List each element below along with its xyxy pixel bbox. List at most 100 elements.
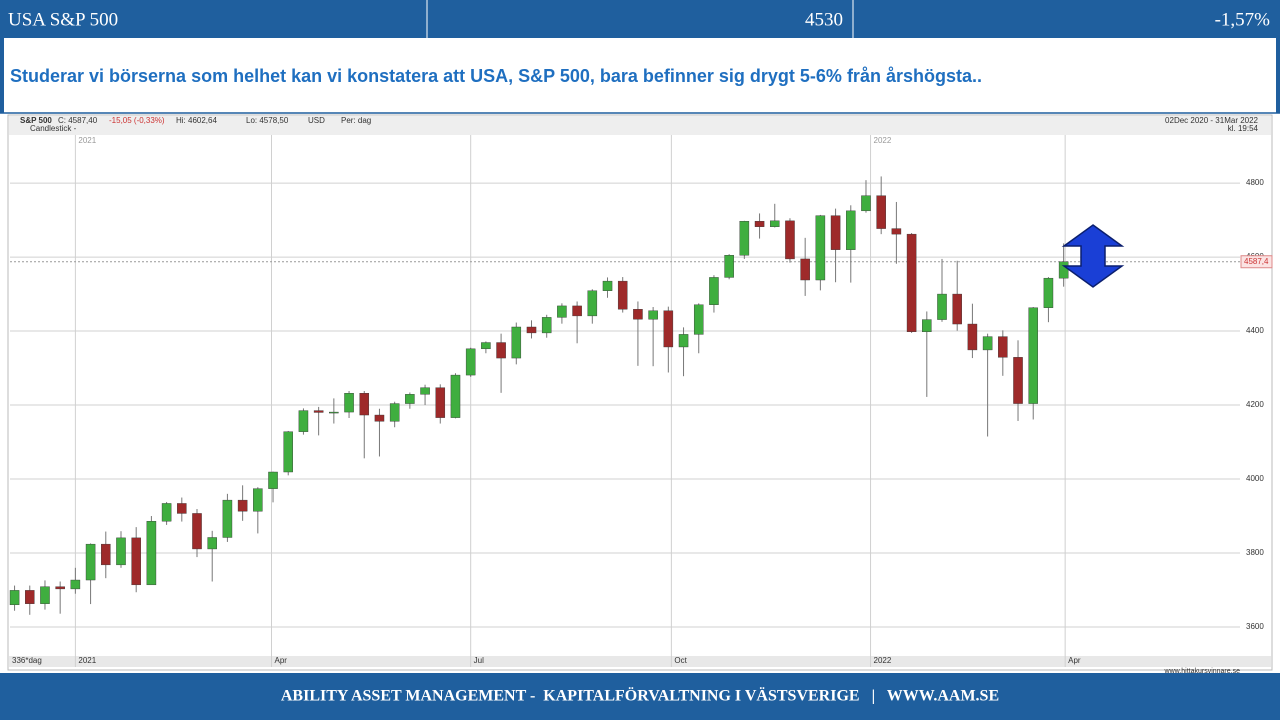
candle-body [1013, 357, 1023, 404]
candle-body [207, 537, 217, 550]
y-tick-label: 4000 [1246, 474, 1264, 483]
chart-currency: USD [308, 116, 325, 125]
candle-body [131, 537, 141, 586]
candle-body [1043, 277, 1054, 308]
candle-body [906, 233, 917, 333]
y-tick-label: 4400 [1246, 326, 1264, 335]
candle-body [420, 387, 430, 395]
candle-body [785, 220, 795, 260]
candle-body [405, 394, 415, 404]
candle-body [101, 543, 111, 566]
candle-body [557, 305, 567, 318]
candle-body [496, 342, 506, 359]
candle-body [25, 590, 35, 604]
border [1276, 38, 1280, 113]
chart-low: Lo: 4578,50 [246, 116, 289, 125]
candle-body [633, 309, 643, 320]
chart-count: 336*dag [12, 656, 42, 665]
candle-body [800, 258, 810, 281]
x-tick-label: 2021 [78, 656, 96, 665]
chart-change: -15,05 (-0,33%) [109, 116, 165, 125]
candle-body [116, 537, 126, 566]
candle-body [937, 293, 947, 320]
candle-body [739, 220, 750, 256]
double-arrow [1061, 224, 1125, 288]
top-bar [0, 0, 1280, 38]
candle-body [846, 210, 856, 250]
candle-body [709, 277, 719, 305]
last-value-tag [1240, 255, 1273, 269]
year-label: 2022 [874, 136, 892, 145]
footer-bar [0, 673, 1280, 720]
candle-body [465, 348, 476, 376]
y-tick-label: 4800 [1246, 178, 1264, 187]
candle-body [9, 590, 20, 606]
candle-body [922, 319, 932, 333]
candle-body [952, 293, 962, 325]
chart-source: www.hittakursvinnare.se [1164, 668, 1241, 675]
candle-body [283, 431, 293, 473]
candle-body [359, 393, 370, 416]
y-tick-label: 3800 [1246, 548, 1264, 557]
chart-period: Per: dag [341, 116, 371, 125]
y-tick-label: 3600 [1246, 622, 1264, 631]
candle-body [982, 336, 993, 351]
candle-body [815, 215, 826, 281]
candle-body [693, 304, 704, 335]
chart-high: Hi: 4602,64 [176, 116, 217, 125]
candle-body [329, 411, 339, 414]
candle-body [435, 387, 446, 418]
candle-body [313, 410, 324, 413]
candle-body [891, 228, 902, 235]
footer: ABILITY ASSET MANAGEMENT - KAPITALFÖRVAL… [281, 687, 999, 705]
candle-body [344, 393, 354, 413]
candle-body [511, 326, 522, 359]
candle-body [541, 317, 552, 334]
chart-range: 02Dec 2020 - 31Mar 2022 [1165, 116, 1259, 125]
candle-body [1058, 261, 1069, 279]
chart-header [9, 116, 1271, 135]
candle-body [70, 579, 81, 590]
candle-body [481, 342, 491, 350]
candle-body [40, 586, 50, 604]
candle-body [572, 305, 582, 317]
x-tick-label: Jul [474, 656, 484, 665]
candle-body [253, 488, 263, 512]
candle-body [177, 503, 187, 514]
candle-body [55, 586, 65, 590]
header-right: -1,57% [1215, 9, 1271, 30]
candle-body [998, 336, 1008, 358]
x-tick-label: Apr [275, 656, 288, 665]
x-tick-label: 2022 [874, 656, 892, 665]
chart-time: kl. 19:54 [1228, 124, 1259, 133]
x-tick-label: Oct [674, 656, 687, 665]
candle-body [222, 499, 233, 538]
candle-body [861, 195, 871, 212]
chart-close: C: 4587,40 [58, 116, 98, 125]
last-value-label: 4587,4 [1244, 257, 1269, 266]
candle-body [389, 403, 400, 422]
chart-style: Candlestick - [30, 124, 77, 133]
candle-body [526, 326, 537, 334]
chart-frame [7, 114, 1273, 671]
plot: 36003800400042004400460048002021AprJulOc… [9, 135, 1273, 667]
candle-body [876, 195, 886, 229]
candle-body [237, 499, 248, 512]
candle-body [161, 503, 172, 522]
candle-body [374, 414, 385, 422]
candle-body [967, 323, 978, 351]
candle-body [146, 521, 157, 586]
year-label: 2021 [78, 136, 96, 145]
candle-body [754, 220, 765, 227]
candle-body [678, 334, 689, 348]
candle-body [602, 280, 613, 291]
candle-body [724, 255, 734, 278]
candle-body [268, 471, 278, 489]
header-middle: 4530 [805, 9, 843, 30]
candle-body [192, 513, 202, 550]
candle-body [830, 215, 841, 250]
candle-body [85, 543, 96, 581]
candle-body [617, 280, 628, 310]
candle-body [769, 220, 780, 227]
